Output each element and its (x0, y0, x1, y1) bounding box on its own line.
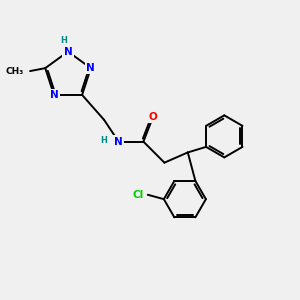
Text: Cl: Cl (132, 190, 143, 200)
Text: N: N (50, 90, 58, 100)
Text: O: O (149, 112, 158, 122)
Text: N: N (86, 63, 95, 73)
Text: N: N (114, 136, 123, 147)
Text: H: H (60, 36, 67, 45)
Text: CH₃: CH₃ (6, 67, 24, 76)
Text: H: H (100, 136, 107, 145)
Text: N: N (64, 46, 72, 57)
